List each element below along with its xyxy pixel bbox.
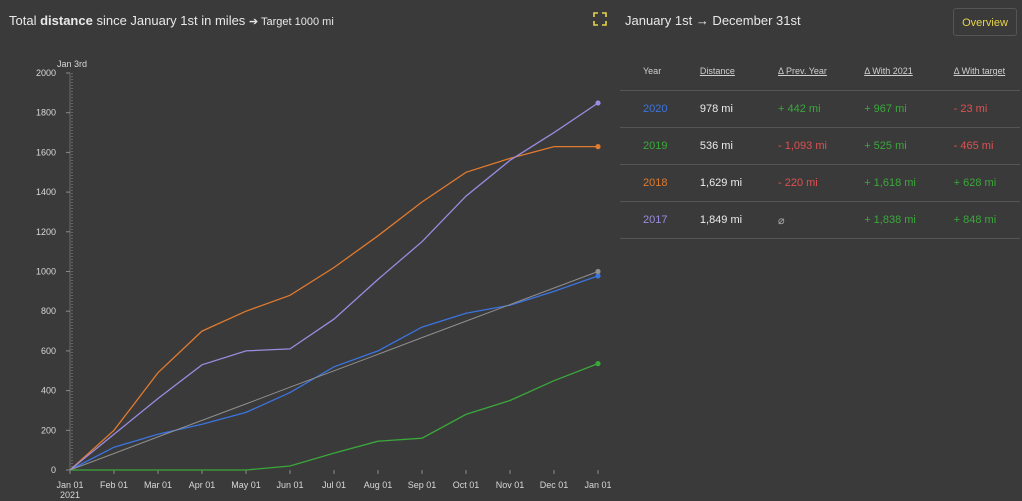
year-cell: 2018 xyxy=(620,164,677,202)
year-cell: 2019 xyxy=(620,127,677,165)
title-target: ➔ Target 1000 mi xyxy=(248,16,334,28)
x-tick-label: Dec 01 xyxy=(540,480,569,490)
with-target-cell: + 628 mi xyxy=(930,164,1020,202)
y-tick-label: 2000 xyxy=(36,68,56,78)
y-tick-label: 200 xyxy=(41,425,56,435)
x-tick-label: Jan 01 xyxy=(584,480,611,490)
x-tick-label: Jun 01 xyxy=(276,480,303,490)
table-header-row: Year Distance Δ Prev. Year Δ With 2021 Δ… xyxy=(620,52,1020,91)
distance-cell: 1,629 mi xyxy=(676,164,756,202)
x-tick-label: Nov 01 xyxy=(496,480,525,490)
expand-icon[interactable] xyxy=(593,12,607,26)
date-range-title: January 1st → December 31st xyxy=(625,13,801,28)
y-tick-label: 800 xyxy=(41,306,56,316)
x-tick-sublabel: 2021 xyxy=(60,490,80,500)
current-date-marker-label: Jan 3rd xyxy=(57,59,87,69)
y-tick-label: 600 xyxy=(41,346,56,356)
series-end-point-2018 xyxy=(595,144,601,150)
col-distance-label[interactable]: Distance xyxy=(699,66,735,76)
series-end-point-2017 xyxy=(595,100,601,106)
with-target-cell: + 848 mi xyxy=(930,201,1020,239)
x-tick-label: Oct 01 xyxy=(453,480,480,490)
col-distance[interactable]: Distance xyxy=(676,52,756,91)
series-end-point-target xyxy=(595,268,601,275)
year-cell: 2017 xyxy=(620,201,677,239)
y-tick-label: 1000 xyxy=(36,267,56,277)
table-row: 2019 536 mi - 1,093 mi + 525 mi - 465 mi xyxy=(620,127,1020,165)
col-with-target[interactable]: Δ With target xyxy=(930,52,1020,91)
x-tick-label: Sep 01 xyxy=(408,480,437,490)
table-row: 2020 978 mi + 442 mi + 967 mi - 23 mi xyxy=(620,90,1020,128)
line-chart: Jan 3rd 0 200 400 600 800 1000 1200 1400 1600 1800… xyxy=(36,59,612,500)
series-line-2017 xyxy=(69,102,599,471)
title-prefix: Total xyxy=(9,13,37,28)
x-tick-label: Feb 01 xyxy=(100,480,128,490)
series-line-2020 xyxy=(69,275,599,471)
y-tick-label: 1400 xyxy=(36,187,56,197)
prev-year-cell: ⌀ xyxy=(755,201,842,239)
series-line-target xyxy=(69,271,599,471)
distance-cell: 1,849 mi xyxy=(676,201,756,239)
col-with-2021[interactable]: Δ With 2021 xyxy=(841,52,931,91)
col-with-target-label[interactable]: Δ With target xyxy=(953,66,1006,76)
x-tick-label: May 01 xyxy=(231,480,261,490)
y-tick-label: 1800 xyxy=(36,108,56,118)
distance-cell: 536 mi xyxy=(676,127,756,165)
y-tick-label: 400 xyxy=(41,386,56,396)
y-tick-label: 1600 xyxy=(36,147,56,157)
prev-year-cell: - 1,093 mi xyxy=(755,127,842,165)
x-tick-label: Jan 01 xyxy=(56,480,83,490)
with-target-cell: - 23 mi xyxy=(930,90,1020,128)
with-2021-cell: + 967 mi xyxy=(841,90,931,128)
with-2021-cell: + 1,838 mi xyxy=(841,201,931,239)
x-tick-label: Jul 01 xyxy=(322,480,346,490)
title-bold: distance xyxy=(40,13,93,28)
series-end-point-2020 xyxy=(595,273,601,279)
table-row: 2017 1,849 mi ⌀ + 1,838 mi + 848 mi xyxy=(620,201,1020,239)
with-2021-cell: + 1,618 mi xyxy=(841,164,931,202)
col-with-2021-label[interactable]: Δ With 2021 xyxy=(864,66,913,76)
stats-panel: January 1st → December 31st Overview Yea… xyxy=(620,0,1022,501)
x-tick-label: Apr 01 xyxy=(189,480,216,490)
prev-year-cell: - 220 mi xyxy=(755,164,842,202)
chart-title: Total distance since January 1st in mile… xyxy=(9,13,334,28)
col-prev-year[interactable]: Δ Prev. Year xyxy=(755,52,842,91)
y-tick-label: 1200 xyxy=(36,227,56,237)
x-tick-label: Aug 01 xyxy=(364,480,393,490)
series-end-point-2019 xyxy=(595,361,601,367)
x-tick-label: Mar 01 xyxy=(144,480,172,490)
series-line-2018 xyxy=(69,145,598,471)
with-2021-cell: + 525 mi xyxy=(841,127,931,165)
col-year: Year xyxy=(620,52,677,91)
col-prev-year-label[interactable]: Δ Prev. Year xyxy=(778,66,827,76)
title-suffix: since January 1st in miles xyxy=(96,13,246,28)
y-tick-label: 0 xyxy=(51,465,56,475)
overview-button[interactable]: Overview xyxy=(953,8,1017,36)
table-row: 2018 1,629 mi - 220 mi + 1,618 mi + 628 … xyxy=(620,164,1020,202)
distance-cell: 978 mi xyxy=(676,90,756,128)
stats-table: Year Distance Δ Prev. Year Δ With 2021 Δ… xyxy=(620,52,1020,239)
with-target-cell: - 465 mi xyxy=(930,127,1020,165)
series-line-2019 xyxy=(70,362,599,471)
prev-year-cell: + 442 mi xyxy=(755,90,842,128)
year-cell: 2020 xyxy=(620,90,677,128)
chart-panel: Total distance since January 1st in mile… xyxy=(9,12,612,500)
